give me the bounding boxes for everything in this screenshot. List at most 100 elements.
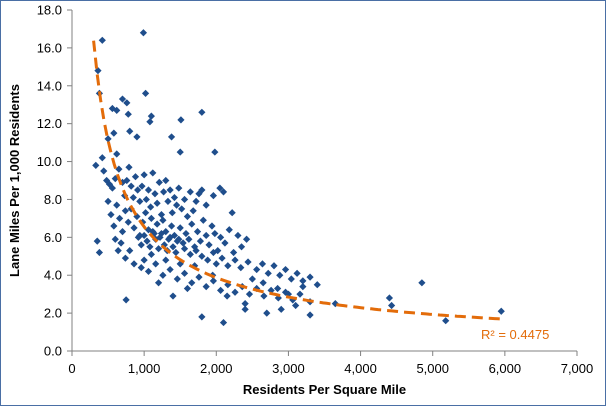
data-point: [141, 209, 150, 217]
data-point: [241, 305, 249, 313]
data-point: [193, 228, 202, 236]
data-point: [284, 290, 293, 298]
data-point: [146, 243, 154, 251]
data-point: [175, 184, 183, 192]
data-point: [143, 237, 151, 245]
data-point: [155, 178, 163, 186]
x-tick-labels: 0 1,000 2,000 3,000 4,000 5,000 6,000 7,000: [68, 361, 593, 376]
data-point: [258, 260, 267, 268]
y-tick-label: 4.0: [44, 268, 62, 283]
data-point: [160, 188, 168, 196]
data-point: [113, 201, 121, 209]
data-point: [245, 290, 254, 298]
data-point: [115, 165, 123, 173]
data-point: [277, 305, 285, 313]
data-point: [118, 95, 127, 103]
data-point: [306, 311, 314, 319]
data-point: [113, 106, 121, 115]
data-point: [125, 163, 133, 171]
data-point: [129, 193, 137, 202]
data-point: [113, 150, 121, 158]
data-point: [292, 301, 300, 310]
data-point: [159, 216, 167, 224]
data-point: [202, 201, 210, 209]
y-tick-label: 14.0: [37, 78, 62, 93]
data-point: [142, 195, 150, 204]
data-point: [104, 135, 112, 143]
y-tick-label: 10.0: [37, 154, 62, 169]
data-point: [202, 231, 210, 240]
data-point: [138, 182, 146, 190]
data-point: [157, 211, 166, 219]
data-point: [146, 118, 154, 126]
data-point: [182, 229, 190, 238]
data-point: [126, 246, 134, 255]
data-point: [497, 307, 505, 315]
data-point: [241, 300, 249, 308]
data-point: [198, 313, 206, 321]
data-point: [225, 226, 233, 234]
x-axis-title: Residents Per Square Mile: [243, 382, 406, 397]
data-point: [195, 273, 203, 281]
data-point: [442, 317, 450, 325]
y-axis-title: Lane Miles Per 1,000 Residents: [7, 84, 22, 277]
data-point: [209, 277, 217, 285]
data-point: [168, 209, 176, 217]
data-point: [267, 286, 275, 294]
data-point: [260, 292, 268, 300]
data-point: [270, 262, 278, 270]
data-point: [108, 184, 116, 192]
data-point: [293, 269, 301, 277]
data-point: [204, 256, 212, 264]
data-point: [147, 112, 155, 120]
data-point: [164, 197, 172, 205]
data-point: [209, 248, 217, 257]
data-point: [244, 258, 252, 266]
data-point: [100, 167, 108, 175]
data-point: [259, 279, 267, 287]
data-point: [103, 176, 111, 185]
data-point: [217, 233, 225, 241]
data-point: [154, 279, 163, 287]
data-point: [151, 190, 159, 198]
data-point: [104, 197, 112, 205]
data-point: [387, 301, 396, 310]
data-point: [167, 133, 176, 141]
tick-marks: [67, 9, 578, 356]
data-point: [199, 216, 207, 224]
data-point: [205, 241, 213, 249]
data-point: [173, 275, 181, 283]
data-point: [198, 186, 206, 194]
data-point: [180, 269, 189, 277]
y-tick-labels: 0.0 2.0 4.0 6.0 8.0 10.0 12.0 14.0 16.0 18.0: [37, 3, 62, 359]
data-point: [211, 148, 219, 156]
data-point: [141, 89, 150, 97]
x-tick-label: 0: [68, 361, 75, 376]
data-point: [124, 110, 132, 118]
data-point: [140, 171, 148, 179]
data-point: [242, 235, 251, 243]
data-point: [224, 281, 232, 289]
data-point: [228, 209, 236, 217]
data-point: [177, 116, 185, 124]
x-tick-label: 3,000: [272, 361, 305, 376]
data-point: [95, 248, 104, 257]
data-point: [208, 222, 216, 230]
data-point: [176, 224, 184, 232]
x-tick-label: 2,000: [200, 361, 233, 376]
data-point: [121, 207, 129, 215]
data-point: [140, 256, 148, 264]
x-tick-label: 5,000: [416, 361, 449, 376]
data-point: [281, 265, 290, 274]
data-point: [147, 203, 155, 211]
data-point: [133, 133, 141, 141]
data-point: [162, 176, 170, 185]
data-point: [223, 292, 231, 300]
data-point: [169, 292, 177, 300]
data-point: [188, 220, 196, 228]
data-point: [180, 195, 189, 204]
data-point: [140, 231, 148, 240]
data-point: [134, 233, 142, 241]
data-point: [234, 231, 242, 240]
